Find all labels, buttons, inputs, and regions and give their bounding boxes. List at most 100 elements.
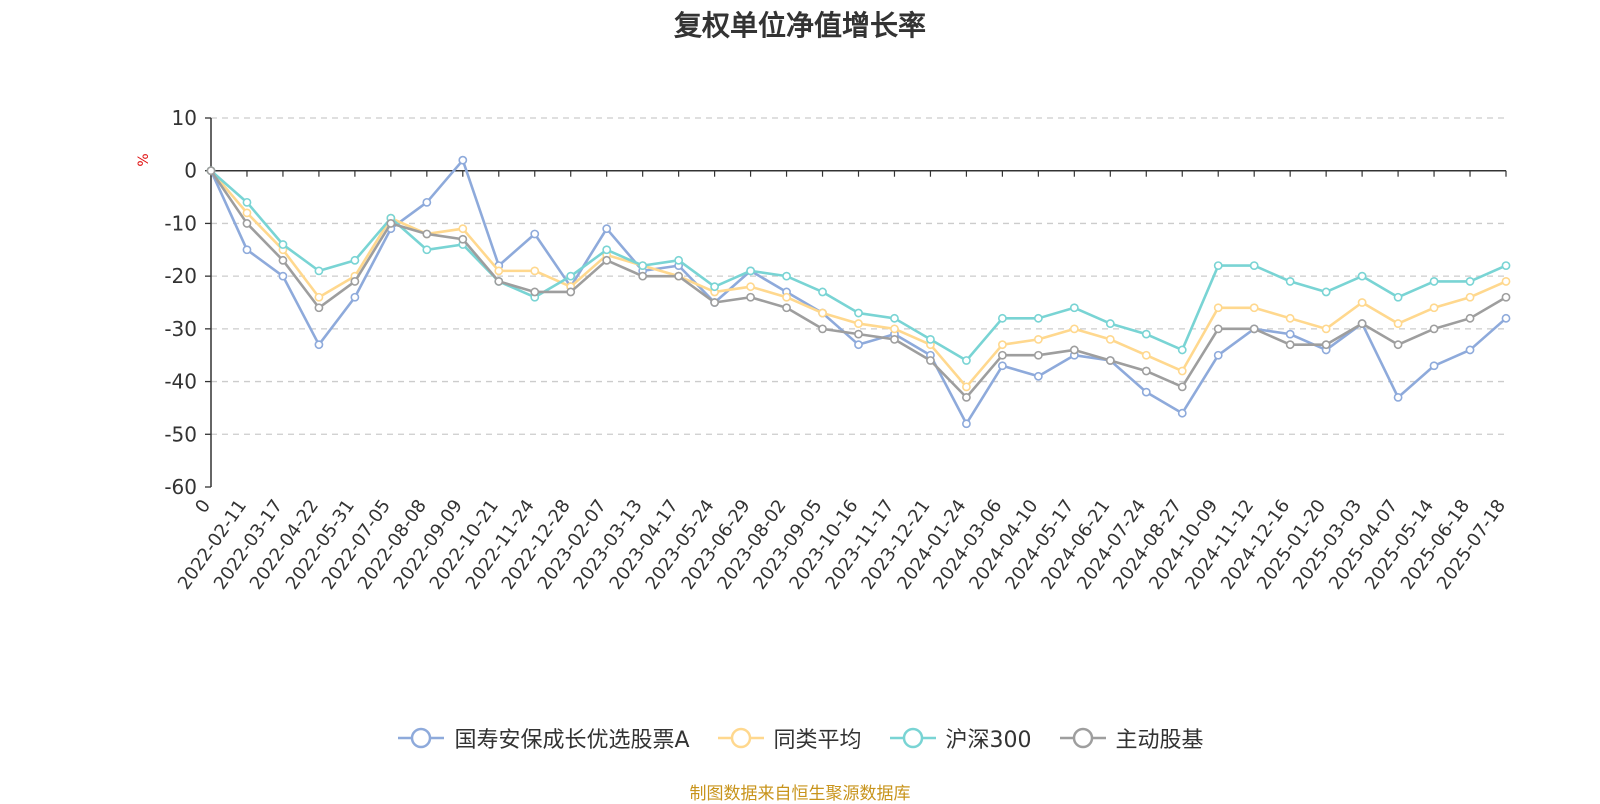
data-point — [1357, 298, 1367, 307]
data-point — [1465, 277, 1475, 286]
data-point — [1213, 303, 1223, 313]
legend-swatch — [398, 727, 445, 749]
data-point — [638, 261, 648, 270]
y-tick-label: -50 — [164, 422, 197, 446]
legend-swatch — [1059, 727, 1106, 749]
data-point — [422, 229, 432, 239]
data-point — [890, 324, 899, 334]
y-tick-label: -20 — [164, 264, 197, 288]
legend-label: 同类平均 — [773, 728, 862, 753]
data-point — [278, 255, 288, 265]
data-point — [962, 382, 971, 392]
data-point — [1105, 356, 1115, 365]
data-point — [350, 292, 360, 302]
data-point — [458, 155, 468, 165]
data-point — [1033, 313, 1043, 323]
data-point — [1321, 340, 1331, 350]
data-point — [242, 208, 252, 218]
data-point — [1321, 287, 1331, 297]
data-point — [854, 329, 863, 339]
data-point — [1069, 345, 1079, 355]
data-point — [1285, 329, 1295, 339]
data-point — [746, 282, 755, 292]
legend-item[interactable]: 主动股基 — [1058, 722, 1204, 754]
y-tick-label: 0 — [184, 159, 197, 183]
data-point — [638, 271, 648, 281]
data-point — [314, 340, 324, 350]
data-point — [278, 271, 288, 281]
legend-label: 主动股基 — [1115, 728, 1204, 753]
data-point — [278, 240, 288, 249]
data-point — [1501, 277, 1511, 286]
data-point — [1033, 350, 1043, 360]
data-point — [1141, 366, 1151, 376]
data-point — [530, 266, 540, 276]
data-point — [1357, 319, 1367, 328]
data-point — [1177, 382, 1187, 392]
data-point — [602, 255, 612, 265]
data-point — [674, 271, 684, 281]
data-point — [422, 197, 432, 207]
data-point — [1141, 350, 1151, 360]
data-point — [926, 356, 935, 365]
data-point — [1033, 334, 1043, 344]
data-point — [1105, 334, 1115, 344]
data-point — [494, 266, 504, 276]
series-1 — [206, 155, 1511, 429]
data-point — [1429, 303, 1439, 313]
data-point — [242, 219, 252, 228]
data-point — [1501, 292, 1511, 302]
data-point — [962, 356, 971, 365]
data-point — [422, 245, 432, 255]
data-point — [314, 266, 324, 276]
data-point — [206, 166, 216, 176]
y-axis-label: % — [136, 153, 152, 166]
data-point — [710, 298, 720, 307]
data-point — [242, 245, 252, 255]
series-line — [209, 158, 1507, 426]
data-point — [602, 245, 612, 255]
data-point — [1177, 408, 1187, 418]
data-point — [1285, 340, 1295, 350]
data-point — [710, 282, 720, 292]
data-point — [1213, 324, 1223, 334]
data-point — [890, 313, 899, 323]
data-point — [782, 303, 791, 313]
data-point — [782, 271, 791, 281]
data-point — [997, 350, 1007, 360]
legend-item[interactable]: 国寿安保成长优选股票A — [396, 722, 690, 754]
line-chart: 10 0 -10 -20 -30 -40 -50 -60 02022-02-112022-03… — [136, 106, 1511, 594]
data-point — [458, 234, 468, 244]
data-point — [1357, 271, 1367, 281]
data-point — [1141, 329, 1151, 339]
x-axis: 02022-02-112022-03-172022-04-222022-05-3… — [174, 169, 1510, 594]
data-point — [746, 266, 755, 276]
data-point — [1393, 292, 1403, 302]
data-point — [242, 197, 252, 207]
data-point — [890, 334, 899, 344]
data-point — [1069, 303, 1079, 313]
data-point — [1105, 319, 1115, 328]
data-point — [1249, 324, 1259, 334]
series-line — [209, 169, 1507, 399]
data-point — [1465, 292, 1475, 302]
legend-item[interactable]: 沪深300 — [888, 722, 1032, 754]
data-point — [818, 308, 827, 318]
data-point — [1033, 371, 1043, 381]
legend-swatch — [889, 727, 936, 749]
data-point — [818, 287, 827, 297]
legend-item[interactable]: 同类平均 — [716, 722, 862, 754]
data-point — [1141, 387, 1151, 397]
data-point — [1393, 392, 1403, 402]
y-tick-label: -10 — [164, 211, 197, 235]
data-point — [1285, 313, 1295, 323]
source-footer: 制图数据来自恒生聚源数据库 — [689, 784, 911, 804]
grid-lines — [211, 117, 1506, 435]
data-point — [314, 292, 324, 302]
data-point — [1177, 345, 1187, 355]
data-point — [1501, 313, 1511, 323]
data-point — [997, 361, 1007, 371]
data-point — [962, 392, 971, 402]
data-point — [1321, 324, 1331, 334]
data-point — [350, 277, 360, 286]
